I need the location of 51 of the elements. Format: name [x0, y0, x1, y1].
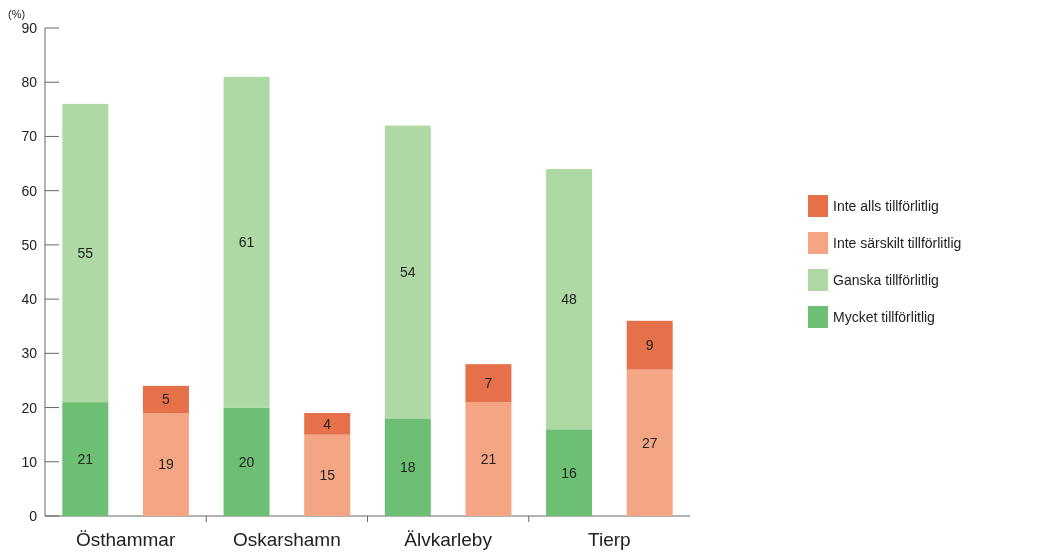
data-label: 18: [400, 459, 416, 476]
bar: [142, 412, 189, 516]
data-label: 61: [238, 234, 255, 251]
data-label: 48: [561, 291, 578, 308]
data-label: 15: [319, 467, 336, 484]
data-label: 20: [238, 453, 255, 470]
data-label: 21: [77, 451, 94, 468]
bar: [223, 407, 270, 516]
data-label: 5: [162, 391, 171, 408]
bar: [384, 125, 431, 419]
data-label: 19: [158, 456, 174, 473]
y-tick-label: 40: [21, 291, 38, 308]
legend-label: Mycket tillförlitlig: [833, 309, 935, 325]
legend-label: Ganska tillförlitlig: [833, 272, 939, 288]
data-label: 21: [480, 451, 497, 468]
data-label: 9: [645, 337, 654, 354]
data-label: 27: [641, 434, 658, 451]
bar: [304, 434, 351, 516]
bar: [384, 418, 431, 516]
y-tick-label: 0: [29, 508, 38, 524]
y-axis-title: (%): [8, 8, 26, 20]
data-label: 7: [484, 375, 493, 392]
bar: [223, 76, 270, 408]
bar: [304, 412, 351, 435]
bar: [142, 385, 189, 413]
bar: [62, 103, 109, 403]
bar: [546, 429, 593, 516]
y-tick-label: 80: [21, 74, 38, 91]
y-tick-label: 70: [21, 128, 38, 145]
bar: [465, 402, 512, 516]
data-label: 4: [323, 415, 332, 432]
bar: [465, 364, 512, 403]
bar: [626, 369, 673, 516]
y-tick-label: 50: [21, 236, 38, 253]
data-label: 55: [77, 245, 94, 262]
bar: [546, 168, 593, 430]
legend-label: Inte särskilt tillförlitlig: [833, 235, 962, 251]
y-tick-label: 60: [21, 182, 38, 199]
bar: [626, 320, 673, 370]
x-tick-label: Östhammar: [76, 529, 176, 550]
legend-label: Inte alls tillförlitlig: [833, 198, 939, 214]
x-tick-label: Tierp: [588, 529, 631, 550]
x-tick-label: Älvkarleby: [404, 529, 493, 550]
bar: [62, 402, 109, 516]
data-label: 16: [561, 464, 578, 481]
y-tick-label: 20: [21, 399, 38, 416]
y-tick-label: 30: [21, 345, 38, 362]
y-tick-label: 90: [21, 20, 38, 36]
y-tick-label: 10: [21, 453, 38, 470]
data-label: 54: [400, 264, 416, 280]
x-tick-label: Oskarshamn: [233, 529, 341, 550]
